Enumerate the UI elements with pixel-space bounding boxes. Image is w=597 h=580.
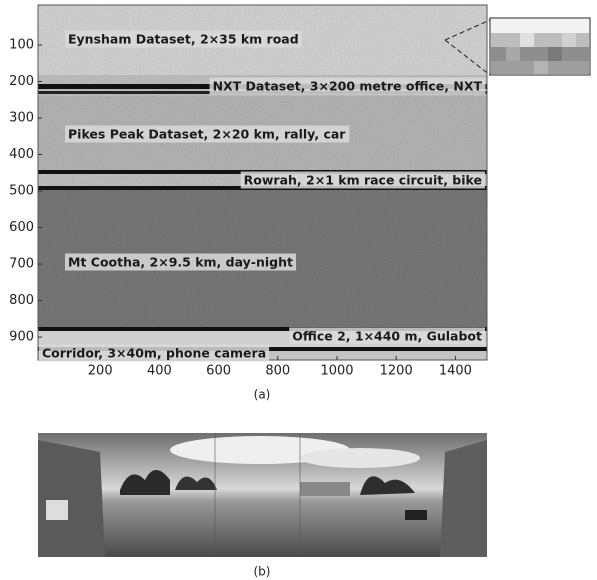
figure: (a) (b) 200 400 600 800 1000 1200 1400 100 200 30… — [0, 0, 597, 580]
y-tick-label: 200 — [9, 74, 34, 89]
y-tick-label: 100 — [9, 38, 34, 53]
y-tick-label: 300 — [9, 111, 34, 126]
x-tick-label: 200 — [88, 364, 113, 379]
dataset-name: Corridor, 3×40m, phone camera — [42, 346, 266, 361]
dataset-name: Pikes Peak Dataset, 2×20 km, rally, car — [68, 127, 346, 142]
x-tick-label: 800 — [265, 364, 290, 379]
x-tick-label: 1400 — [439, 364, 472, 379]
y-tick-label: 500 — [9, 184, 34, 199]
x-tick-label: 400 — [147, 364, 172, 379]
dataset-name: Mt Cootha, 2×9.5 km, day-night — [68, 255, 293, 270]
y-tick-label: 900 — [9, 330, 34, 345]
dataset-label: Pikes Peak Dataset, 2×20 km, rally, car — [65, 126, 349, 143]
y-tick-label: 800 — [9, 293, 34, 308]
y-tick-label: 400 — [9, 147, 34, 162]
caption-a: (a) — [254, 388, 271, 402]
caption-b: (b) — [254, 565, 271, 579]
dataset-label: Office 2, 1×440 m, Gulabot — [289, 328, 485, 345]
x-tick-label: 600 — [206, 364, 231, 379]
dataset-label: Rowrah, 2×1 km race circuit, bike — [241, 172, 485, 189]
dataset-name: Office 2, 1×440 m, Gulabot — [292, 329, 482, 344]
y-tick-label: 700 — [9, 257, 34, 272]
dataset-label: Mt Cootha, 2×9.5 km, day-night — [65, 254, 296, 271]
dataset-name: Eynsham Dataset, 2×35 km road — [68, 32, 299, 47]
x-tick-label: 1000 — [320, 364, 353, 379]
dataset-label: Eynsham Dataset, 2×35 km road — [65, 31, 302, 48]
y-tick-label: 600 — [9, 220, 34, 235]
dataset-label: NXT Dataset, 3×200 metre office, NXT — [210, 78, 486, 95]
dataset-label: Corridor, 3×40m, phone camera — [39, 345, 269, 362]
dataset-name: NXT Dataset, 3×200 metre office, NXT — [213, 79, 483, 94]
panel-b-image — [38, 433, 487, 557]
dataset-name: Rowrah, 2×1 km race circuit, bike — [244, 173, 482, 188]
x-tick-label: 1200 — [380, 364, 413, 379]
